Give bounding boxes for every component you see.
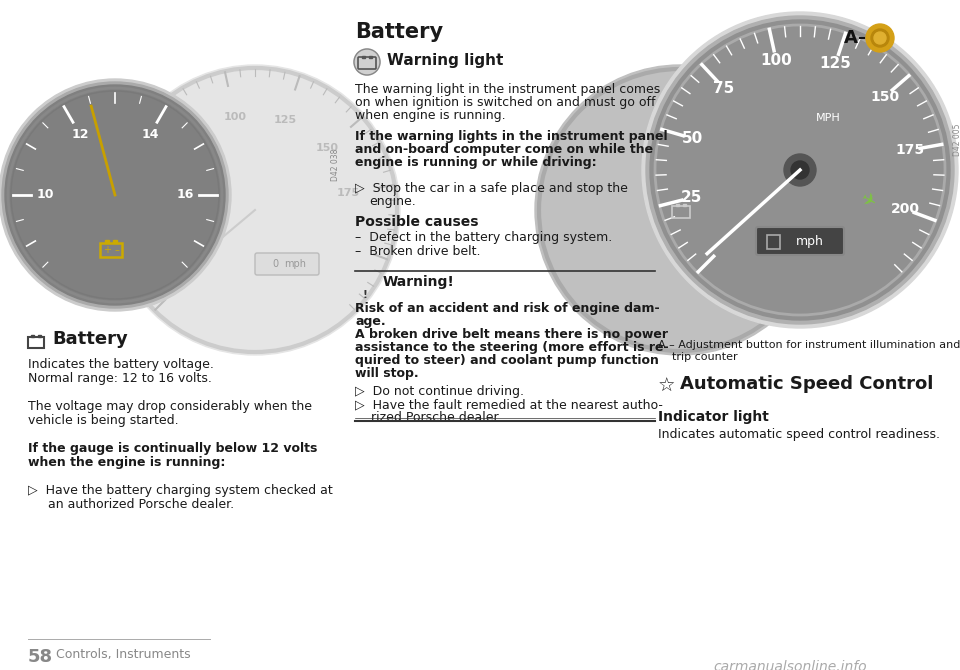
Text: Warning light: Warning light	[387, 54, 503, 68]
Text: 58: 58	[28, 648, 53, 666]
Text: assistance to the steering (more effort is re-: assistance to the steering (more effort …	[355, 341, 668, 354]
Text: 75: 75	[182, 135, 198, 145]
Text: 150: 150	[870, 90, 900, 104]
Text: when the engine is running:: when the engine is running:	[28, 456, 226, 469]
Text: A – Adjustment button for instrument illumination and: A – Adjustment button for instrument ill…	[658, 340, 960, 350]
Text: If the gauge is continually below 12 volts: If the gauge is continually below 12 vol…	[28, 442, 318, 455]
Text: –  Defect in the battery charging system.: – Defect in the battery charging system.	[355, 231, 612, 244]
Text: ▷  Have the fault remedied at the nearest autho-: ▷ Have the fault remedied at the nearest…	[355, 398, 662, 411]
Text: ☆: ☆	[658, 377, 676, 395]
Text: The warning light in the instrument panel comes: The warning light in the instrument pane…	[355, 83, 660, 96]
Circle shape	[866, 24, 894, 52]
Text: Indicates the battery voltage.: Indicates the battery voltage.	[28, 358, 214, 371]
Text: 100: 100	[760, 53, 792, 68]
Text: Battery: Battery	[52, 330, 128, 348]
Text: 75: 75	[713, 80, 734, 96]
Text: Warning!: Warning!	[383, 275, 455, 289]
Bar	[362, 56, 365, 58]
Text: Controls, Instruments: Controls, Instruments	[56, 648, 191, 661]
Circle shape	[0, 79, 231, 311]
Text: ▷  Do not continue driving.: ▷ Do not continue driving.	[355, 385, 524, 398]
Circle shape	[354, 49, 380, 75]
Text: 150: 150	[315, 143, 338, 153]
FancyBboxPatch shape	[756, 227, 844, 255]
Bar	[683, 204, 686, 206]
Text: D42 005: D42 005	[952, 124, 960, 156]
Text: vehicle is being started.: vehicle is being started.	[28, 414, 179, 427]
Bar	[38, 334, 41, 337]
Circle shape	[874, 32, 886, 44]
Circle shape	[5, 85, 225, 305]
Bar	[676, 204, 679, 206]
Circle shape	[791, 161, 809, 179]
Text: ▷  Stop the car in a safe place and stop the: ▷ Stop the car in a safe place and stop …	[355, 182, 628, 195]
Text: 12: 12	[71, 128, 88, 141]
Text: 25: 25	[681, 190, 702, 205]
Text: 125: 125	[820, 56, 852, 71]
Text: Possible causes: Possible causes	[355, 215, 478, 229]
Text: A: A	[844, 29, 858, 47]
Text: ▷  Have the battery charging system checked at: ▷ Have the battery charging system check…	[28, 484, 333, 497]
Text: A broken drive belt means there is no power: A broken drive belt means there is no po…	[355, 328, 668, 341]
Text: 10: 10	[36, 188, 54, 202]
Text: engine is running or while driving:: engine is running or while driving:	[355, 156, 596, 169]
Circle shape	[642, 12, 958, 328]
Circle shape	[646, 16, 954, 324]
Text: Normal range: 12 to 16 volts.: Normal range: 12 to 16 volts.	[28, 372, 212, 385]
Text: –  Broken drive belt.: – Broken drive belt.	[355, 245, 481, 258]
Text: Automatic Speed Control: Automatic Speed Control	[680, 375, 933, 393]
Circle shape	[871, 29, 889, 47]
Circle shape	[535, 65, 825, 355]
Text: an authorized Porsche dealer.: an authorized Porsche dealer.	[28, 498, 234, 511]
Text: will stop.: will stop.	[355, 367, 419, 380]
Text: 175: 175	[896, 143, 924, 157]
Text: when engine is running.: when engine is running.	[355, 109, 506, 122]
Bar	[113, 240, 117, 243]
Text: Battery: Battery	[355, 22, 444, 42]
Text: engine.: engine.	[369, 195, 416, 208]
Text: on when ignition is switched on and must go off: on when ignition is switched on and must…	[355, 96, 656, 109]
Text: trip counter: trip counter	[658, 352, 737, 362]
Text: age.: age.	[355, 315, 386, 328]
Text: Risk of an accident and risk of engine dam-: Risk of an accident and risk of engine d…	[355, 302, 660, 315]
FancyBboxPatch shape	[255, 253, 319, 275]
Circle shape	[2, 82, 228, 308]
Bar	[31, 334, 34, 337]
FancyBboxPatch shape	[358, 57, 376, 69]
Text: Indicates automatic speed control readiness.: Indicates automatic speed control readin…	[658, 428, 940, 441]
Text: Indicator light: Indicator light	[658, 410, 769, 424]
Bar	[105, 240, 109, 243]
Text: mph: mph	[796, 234, 824, 247]
Bar	[767, 235, 780, 249]
Text: carmanualsonline.info: carmanualsonline.info	[713, 660, 867, 670]
Text: 125: 125	[274, 115, 297, 125]
Text: 100: 100	[224, 112, 247, 122]
Text: 14: 14	[141, 128, 158, 141]
Text: 200: 200	[891, 202, 920, 216]
Text: 16: 16	[177, 188, 194, 202]
Text: D42 038: D42 038	[331, 149, 341, 181]
Text: –: –	[114, 245, 119, 255]
Text: MPH: MPH	[816, 113, 840, 123]
Text: ✈: ✈	[857, 190, 879, 214]
Text: 0: 0	[272, 259, 278, 269]
Circle shape	[784, 154, 816, 186]
Bar	[369, 56, 372, 58]
Text: 175: 175	[337, 188, 360, 198]
Text: The voltage may drop considerably when the: The voltage may drop considerably when t…	[28, 400, 312, 413]
Text: and on-board computer come on while the: and on-board computer come on while the	[355, 143, 653, 156]
Text: If the warning lights in the instrument panel: If the warning lights in the instrument …	[355, 130, 667, 143]
Text: 50: 50	[682, 131, 703, 146]
Text: +: +	[103, 245, 111, 255]
Circle shape	[110, 65, 400, 355]
Text: quired to steer) and coolant pump function: quired to steer) and coolant pump functi…	[355, 354, 659, 367]
Text: !: !	[363, 290, 368, 300]
Text: 50: 50	[156, 178, 172, 188]
Text: rized Porsche dealer.: rized Porsche dealer.	[355, 411, 501, 424]
Circle shape	[650, 20, 950, 320]
Text: mph: mph	[284, 259, 306, 269]
